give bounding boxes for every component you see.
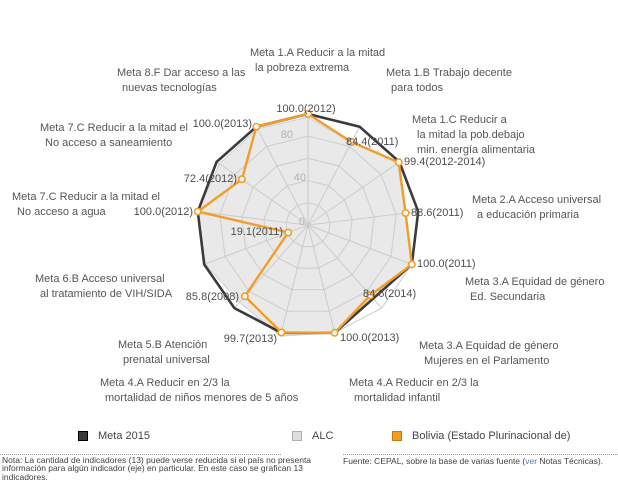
value-label: 100.0(2013) [193,118,252,130]
legend-item-meta-2015: Meta 2015 [78,430,150,442]
bolivia-line [196,112,413,334]
bolivia-point-icon [252,122,261,131]
axis-label-10: Meta 7.C Reducir a la mitad el No acceso … [12,191,160,218]
meta-2015-swatch-icon [78,431,88,441]
bolivia-point-icon [330,328,339,337]
alc-swatch-icon [292,431,302,441]
grid-spoke [307,224,336,333]
grid-ring [241,157,375,291]
axis-label-2: Meta 1.C Reducir a la mitad la pob.debajo… [412,114,536,156]
value-label: 72.4(2012) [184,173,237,185]
bolivia-point-icon [394,158,403,167]
ring-label: 40 [294,172,306,184]
radar-grid [197,113,419,334]
grid-spoke [307,211,419,226]
value-label: 99.7(2013) [224,333,277,345]
legend-item-bolivia: Bolivia (Estado Plurinacional de) [392,430,570,442]
note-line: información para algún indicador (eje) e… [2,463,303,474]
ring-label: 80 [281,129,293,141]
value-label: 99.4(2012-2014) [404,156,485,168]
bolivia-swatch-icon [392,431,402,441]
ring-label: 0 [299,216,305,228]
value-label: 100.0(2013) [340,332,399,344]
bolivia-point-icon [237,175,246,184]
value-label: 85.8(2008) [186,291,239,303]
note-line: indicadores. [2,471,48,482]
axis-label-8: Meta 5.B Atención prenatal universal [118,339,210,366]
grid-spoke [197,211,309,226]
radar-chart: 0 40 80 100.0(2012) 84.4(2011) 99.4(2012-2014… [134,103,486,345]
bolivia-point-icon [347,138,356,147]
grid-spoke [255,126,309,226]
bolivia-point-icon [284,228,293,237]
axis-label-9: Meta 6.B Acceso universal al tratamiento … [35,273,173,300]
grid-spoke [307,161,400,226]
footer-divider-right [343,454,618,455]
legend-label: Meta 2015 [98,430,150,442]
chart-legend: Meta 2015 ALC Bolivia (Estado Plurinacio… [0,430,618,446]
chart-source: Fuente: CEPAL, sobre la base de varias f… [343,457,618,466]
ver-notas-tecnicas-link[interactable]: ver [525,456,538,466]
bolivia-point-icon [193,207,202,216]
source-text: Fuente: CEPAL, sobre la base de varias f… [343,456,526,466]
source-text: Notas Técnicas). [537,456,604,466]
bolivia-point-icon [303,110,312,119]
value-label: 100.0(2012) [276,103,335,115]
axis-label-5: Meta 3.A Equidad de género Mujeres en el … [419,340,559,367]
axis-label-11: Meta 7.C Reducir a la mitad el No acceso … [40,122,188,149]
footer-divider-left [0,454,281,455]
bolivia-point-icon [366,291,375,300]
bolivia-point-icon [407,260,416,269]
axis-label-4: Meta 3.A Equidad de género Ed. Secundaria [465,276,605,303]
axis-label-0: Meta 1.A Reducir a la mitad la pobreza ex… [250,47,386,74]
grid-spoke [280,224,309,333]
value-label: 84.6(2014) [363,288,416,300]
grid-ring [219,135,397,312]
value-label: 100.0(2011) [417,258,476,270]
grid-ring [263,180,353,269]
value-label: 88.6(2011) [411,207,463,219]
bolivia-point-icon [401,209,410,218]
chart-note: Nota: La cantidad de indicadores (13) pu… [2,456,332,481]
axis-label-7: Meta 4.A Reducir en 2/3 la mortalidad de … [100,377,299,404]
axis-label-3: Meta 2.A Acceso universal a educación pri… [472,194,602,221]
legend-label: Bolivia (Estado Plurinacional de) [412,430,571,442]
alc-outline [197,116,413,337]
value-label: 19.1(2011) [231,226,283,238]
bolivia-point-icon [240,292,249,301]
bolivia-point-icon [277,328,286,337]
axis-label-12: Meta 8.F Dar acceso a las nuevas tecnolog… [117,67,246,94]
grid-ring [285,202,331,248]
legend-item-alc: ALC [292,430,333,442]
axis-label-6: Meta 4.A Reducir en 2/3 la mortalidad inf… [349,377,479,404]
value-label: 100.0(2012) [134,206,193,218]
note-line: Nota: La cantidad de indicadores (13) pu… [2,455,312,465]
bolivia-markers [193,110,416,337]
legend-label: ALC [312,430,334,442]
grid-spoke [307,224,412,265]
value-label: 84.4(2011) [346,136,398,148]
grid-spoke [216,161,309,226]
axis-label-1: Meta 1.B Trabajo decente para todos [386,67,512,94]
